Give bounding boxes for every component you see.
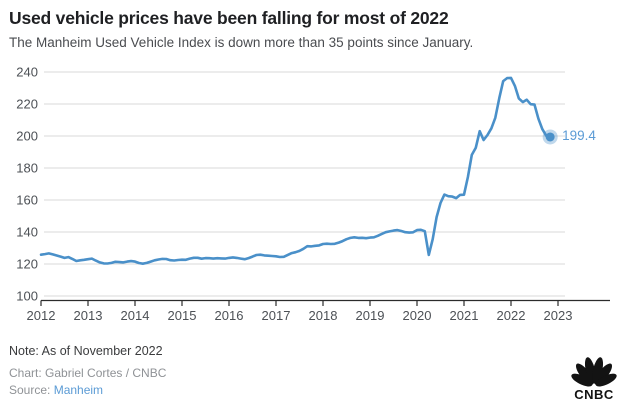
last-value-label: 199.4 bbox=[562, 127, 596, 143]
y-axis-tick-label: 180 bbox=[16, 161, 38, 176]
cnbc-wordmark: CNBC bbox=[574, 387, 614, 401]
x-axis-tick-label: 2013 bbox=[74, 308, 103, 323]
last-point-marker bbox=[545, 132, 555, 142]
x-axis-tick-label: 2012 bbox=[27, 308, 56, 323]
source-text: Source: Manheim bbox=[9, 383, 166, 397]
chart-footer: Note: As of November 2022 Chart: Gabriel… bbox=[9, 344, 166, 397]
y-axis-tick-label: 160 bbox=[16, 193, 38, 208]
chart-title: Used vehicle prices have been falling fo… bbox=[9, 8, 449, 28]
y-axis-tick-label: 220 bbox=[16, 97, 38, 112]
x-axis-tick-label: 2022 bbox=[497, 308, 526, 323]
chart-header: Used vehicle prices have been falling fo… bbox=[9, 8, 619, 50]
chart-subtitle: The Manheim Used Vehicle Index is down m… bbox=[9, 35, 474, 50]
source-label: Source: bbox=[9, 383, 54, 397]
y-axis-tick-label: 200 bbox=[16, 129, 38, 144]
x-axis-tick-label: 2019 bbox=[356, 308, 385, 323]
source-link[interactable]: Manheim bbox=[53, 383, 104, 397]
index-line-series bbox=[39, 76, 552, 266]
note-text: Note: As of November 2022 bbox=[9, 344, 163, 358]
x-axis-tick-label: 2017 bbox=[262, 308, 291, 323]
x-axis-tick-label: 2023 bbox=[544, 308, 573, 323]
y-axis-tick-label: 240 bbox=[16, 65, 38, 80]
credit-text: Chart: Gabriel Cortes / CNBC bbox=[9, 366, 167, 380]
x-axis-tick-label: 2014 bbox=[121, 308, 150, 323]
y-axis-tick-label: 140 bbox=[16, 225, 38, 240]
y-axis-tick-label: 120 bbox=[16, 257, 38, 272]
x-axis-tick-label: 2021 bbox=[450, 308, 479, 323]
cnbc-logo: CNBC bbox=[571, 357, 617, 401]
x-axis-tick-label: 2015 bbox=[168, 308, 197, 323]
y-axis-tick-label: 100 bbox=[16, 289, 38, 304]
peacock-icon: CNBC bbox=[571, 357, 617, 401]
x-axis-tick-label: 2018 bbox=[309, 308, 338, 323]
x-axis-tick-label: 2020 bbox=[403, 308, 432, 323]
x-axis-tick-label: 2016 bbox=[215, 308, 244, 323]
